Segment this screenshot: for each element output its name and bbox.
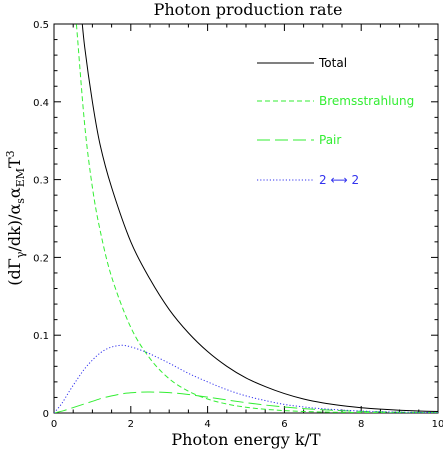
y-tick-label: 0.1 — [33, 331, 49, 342]
axis-ticks — [53, 23, 439, 414]
y-label-part1: (dΓ — [5, 258, 24, 286]
y-label-sub2: s — [14, 198, 27, 204]
x-tick-label: 2 — [128, 419, 134, 430]
y-label-sub1: γ — [14, 251, 27, 258]
series-line-2 — [54, 391, 438, 413]
x-axis-label: Photon energy k/T — [171, 430, 321, 449]
y-tick-label: 0.5 — [33, 20, 49, 31]
legend-label-1: Bremsstrahlung — [319, 94, 414, 108]
series-line-0 — [81, 24, 438, 413]
y-label-part2: /dk)/α — [5, 204, 24, 252]
y-label-part4: T — [5, 157, 24, 168]
x-tick-label: 6 — [281, 419, 287, 430]
y-label-sup4: 3 — [4, 150, 17, 157]
x-tick-label: 4 — [204, 419, 210, 430]
y-tick-label: 0 — [43, 409, 49, 420]
series-line-1 — [75, 24, 438, 413]
y-tick-label: 0.2 — [33, 253, 49, 264]
legend-label-2: Pair — [319, 133, 341, 147]
x-tick-label: 0 — [51, 419, 57, 430]
y-tick-label: 0.4 — [33, 98, 49, 109]
chart-title: Photon production rate — [154, 0, 343, 19]
legend-label-3: 2 ⟷ 2 — [319, 173, 359, 187]
legend-label-0: Total — [318, 56, 347, 70]
legend: Total Bremsstrahlung Pair 2 ⟷ 2 — [257, 56, 414, 187]
series-lines — [54, 24, 438, 413]
y-axis-label: (dΓγ/dk)/αsαEMT3 — [4, 150, 27, 285]
plot-frame — [53, 23, 439, 414]
y-tick-label: 0.3 — [33, 176, 49, 187]
y-label-sub3: EM — [14, 168, 27, 187]
tick-labels: 0 2 4 6 8 10 0 0.1 0.2 0.3 0.4 0.5 — [33, 20, 443, 430]
x-tick-label: 10 — [432, 419, 443, 430]
series-line-3 — [54, 344, 438, 413]
x-tick-label: 8 — [358, 419, 364, 430]
y-label-part3: α — [5, 187, 24, 198]
